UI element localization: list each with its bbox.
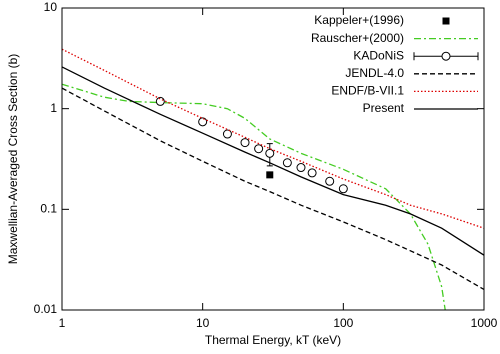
x-tick-label: 100 <box>333 316 353 330</box>
point <box>282 158 292 168</box>
line <box>62 66 484 256</box>
point <box>266 171 274 179</box>
point <box>325 176 335 186</box>
legend-swatch <box>442 17 450 25</box>
legend-label: KADoNiS <box>353 48 404 62</box>
y-tick-label: 0.1 <box>40 202 57 216</box>
point <box>307 168 317 178</box>
point <box>338 184 348 194</box>
line <box>62 87 484 291</box>
x-tick-label: 10 <box>196 316 210 330</box>
point <box>240 138 250 148</box>
plot-frame <box>61 7 485 311</box>
y-tick-label: 10 <box>44 0 58 14</box>
legend-label: Rauscher+(2000) <box>311 31 404 45</box>
legend-label: Kappeler+(1996) <box>314 13 404 27</box>
x-tick-label: 1000 <box>471 316 498 330</box>
legend-label: ENDF/B-VII.1 <box>331 84 404 98</box>
legend-label: JENDL-4.0 <box>345 66 404 80</box>
point <box>155 96 165 106</box>
y-tick-label: 0.01 <box>34 302 58 316</box>
x-axis-label: Thermal Energy, kT (keV) <box>205 333 341 347</box>
y-axis-label: Maxwellian-Averaged Cross Section (b) <box>6 54 20 265</box>
point <box>198 117 208 127</box>
x-tick-label: 1 <box>59 316 66 330</box>
line <box>62 83 446 310</box>
legend-label: Present <box>363 101 405 115</box>
legend-swatch <box>441 51 451 61</box>
line <box>62 48 484 229</box>
point <box>254 144 264 154</box>
y-tick-label: 1 <box>50 101 57 115</box>
point <box>222 129 232 139</box>
point <box>265 148 275 158</box>
point <box>296 163 306 173</box>
plot-area <box>62 48 484 310</box>
